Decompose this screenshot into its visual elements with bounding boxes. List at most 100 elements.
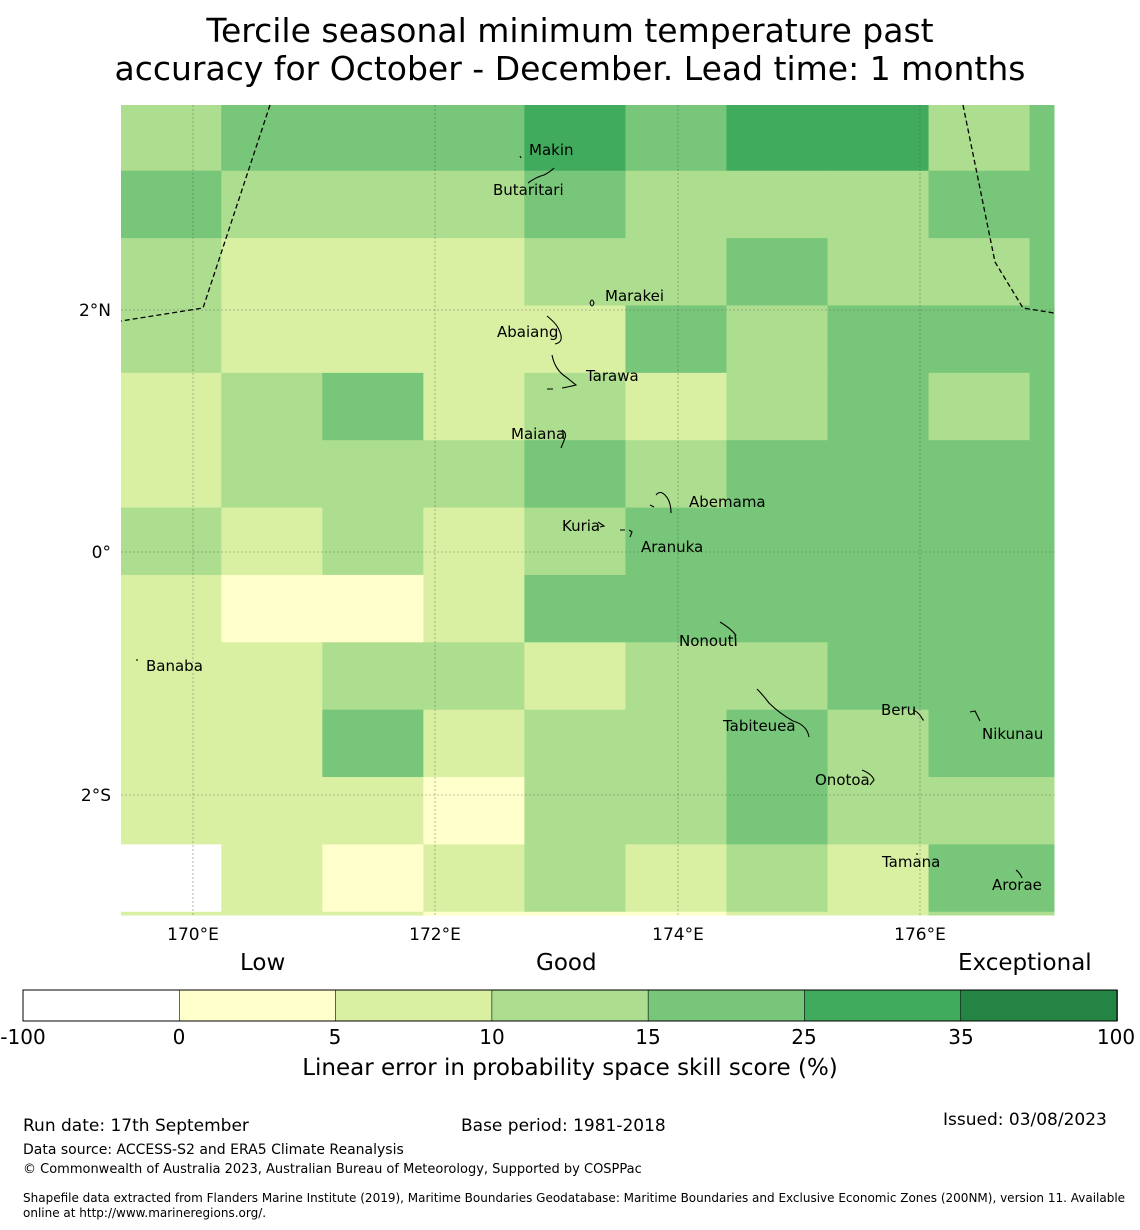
grid-cell [221, 305, 323, 374]
grid-cell [726, 844, 829, 913]
grid-cell [827, 574, 930, 643]
category-exceptional: Exceptional [958, 950, 1092, 976]
grid-cell [928, 305, 1031, 374]
onotoa-outline [861, 769, 875, 786]
lat-tick-2s: 2°S [81, 786, 111, 806]
grid-cell [1029, 372, 1055, 441]
grid-cell [221, 170, 323, 239]
grid-cell [928, 574, 1031, 643]
grid-cell [423, 238, 525, 306]
grid-cell [221, 777, 323, 845]
grid-cell [1029, 305, 1055, 374]
colorbar-tick-100: 100 [1096, 1025, 1136, 1049]
grid-cell [1029, 844, 1055, 913]
grid-cell [121, 170, 222, 239]
colorbar-swatch [960, 989, 1118, 1022]
kuria-outline [597, 521, 606, 528]
grid-cell [524, 844, 626, 913]
abemama-outline [649, 491, 672, 514]
island-label-makin: Makin [529, 141, 574, 159]
grid-cell [423, 105, 525, 172]
grid-cell [726, 305, 829, 374]
grid-cell [1029, 642, 1055, 711]
skill-map: Makin Butaritari Marakei Abaiang Tarawa … [79, 104, 1055, 945]
grid-cell [221, 105, 323, 172]
grid-cell [121, 305, 222, 374]
grid-cell [625, 777, 727, 845]
graticule [121, 105, 1054, 915]
grid-cell [928, 105, 1031, 172]
grid-cell [322, 305, 424, 374]
grid-cell [928, 777, 1031, 845]
island-label-nikunau: Nikunau [982, 725, 1043, 743]
grid-cell [827, 844, 930, 913]
island-label-kuria: Kuria [562, 517, 600, 535]
grid-cell [322, 911, 424, 916]
grid-cell [827, 305, 930, 374]
grid-cell [928, 507, 1031, 576]
grid-cell [121, 911, 222, 916]
grid-cell [423, 844, 525, 913]
colorbar-swatch [804, 989, 962, 1022]
arorae-outline [1015, 869, 1023, 879]
grid-cell [827, 777, 930, 845]
colorbar-label: Linear error in probability space skill … [302, 1055, 838, 1081]
grid-cell [928, 238, 1031, 306]
grid-cell [121, 238, 222, 306]
grid-cell [221, 642, 323, 711]
colorbar-tick-35: 35 [948, 1025, 974, 1049]
colorbar-swatch [178, 989, 337, 1022]
nonouti-outline [719, 621, 737, 647]
island-label-nonouti: Nonouti [679, 632, 738, 650]
abaiang-outline [546, 315, 562, 345]
grid-cell [625, 911, 727, 916]
grid-cell [1029, 777, 1055, 845]
grid-cell [1029, 507, 1055, 576]
grid-cell [322, 709, 424, 778]
grid-cell [625, 844, 727, 913]
map-title-line-2: accuracy for October - December. Lead ti… [114, 49, 1026, 88]
data-source: Data source: ACCESS-S2 and ERA5 Climate … [23, 1142, 404, 1158]
colorbar-swatch [647, 989, 806, 1022]
lon-tick-174e: 174°E [652, 925, 704, 945]
grid-cell [625, 574, 727, 643]
grid-cell [121, 507, 222, 576]
grid-cell [423, 911, 525, 916]
grid-cell [827, 372, 930, 441]
colorbar-swatch [22, 989, 181, 1022]
shapefile-credit-line-2: online at http://www.marineregions.org/. [23, 1206, 267, 1220]
grid-cell [928, 372, 1031, 441]
island-label-marakei: Marakei [605, 287, 664, 305]
grid-cell [121, 777, 222, 845]
grid-cell [625, 440, 727, 509]
grid-cell [928, 911, 1031, 916]
grid-cell [524, 238, 626, 306]
map-title-line-1: Tercile seasonal minimum temperature pas… [206, 11, 934, 50]
lat-tick-0: 0° [92, 543, 111, 563]
base-period: Base period: 1981-2018 [461, 1116, 666, 1136]
grid-cell [726, 709, 829, 778]
colorbar [22, 989, 1118, 1022]
island-label-butaritari: Butaritari [493, 181, 564, 199]
grid-cell [423, 507, 525, 576]
eez-boundary [120, 104, 1055, 322]
grid-cell [423, 777, 525, 845]
grid-cell [726, 440, 829, 509]
run-date: Run date: 17th September [23, 1116, 249, 1136]
colorbar-tick-5: 5 [328, 1025, 342, 1049]
grid-cell [625, 170, 727, 239]
grid-cell [827, 642, 930, 711]
grid-cell [524, 507, 626, 576]
grid-cell [524, 440, 626, 509]
maiana-outline [560, 429, 567, 449]
grid-cell [524, 642, 626, 711]
grid-cell [1029, 440, 1055, 509]
grid-cell [625, 105, 727, 172]
lon-tick-172e: 172°E [409, 925, 461, 945]
grid-cell [827, 440, 930, 509]
grid-cell [121, 105, 222, 172]
grid-cell [827, 170, 930, 239]
grid-cell [726, 170, 829, 239]
grid-cell [322, 777, 424, 845]
grid-cell [625, 507, 727, 576]
